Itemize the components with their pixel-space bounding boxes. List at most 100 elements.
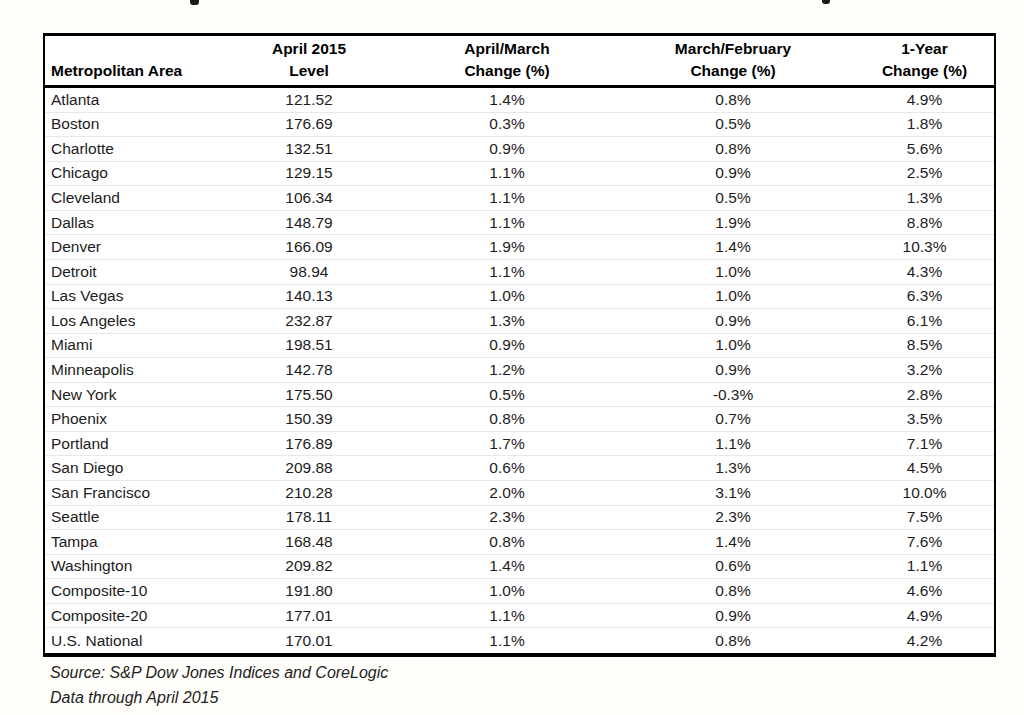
apr-mar-change-cell: 1.1% [403,214,611,232]
apr-mar-change-cell: 0.6% [403,459,611,477]
table-row: Cleveland 106.34 1.1% 0.5% 1.3% [45,186,994,211]
one-year-change-cell: 6.1% [855,312,994,330]
mar-feb-change-cell: 1.0% [611,263,855,281]
source-note: Source: S&P Dow Jones Indices and CoreLo… [50,662,388,684]
table-row: Composite-10 191.80 1.0% 0.8% 4.6% [45,579,994,604]
level-cell: 106.34 [215,189,403,207]
table-row: Composite-20 177.01 1.1% 0.9% 4.9% [45,604,994,629]
one-year-change-cell: 4.9% [855,607,994,625]
mar-feb-change-cell: 0.9% [611,361,855,379]
one-year-change-cell: 3.2% [855,361,994,379]
document-page: Metropolitan Area April 2015 Level April… [0,0,1024,715]
level-cell: 166.09 [215,238,403,256]
metro-area-cell: Minneapolis [45,361,215,379]
one-year-change-cell: 10.3% [855,238,994,256]
one-year-change-cell: 4.9% [855,91,994,109]
header-line1: April/March [403,38,611,60]
table-row: Portland 176.89 1.7% 1.1% 7.1% [45,432,994,457]
header-line2: Level [215,60,403,82]
one-year-change-cell: 2.8% [855,386,994,404]
apr-mar-change-cell: 1.4% [403,91,611,109]
metro-area-cell: Atlanta [45,91,215,109]
mar-feb-change-cell: 0.6% [611,557,855,575]
level-cell: 168.48 [215,533,403,551]
header-line1: 1-Year [855,38,994,60]
level-cell: 121.52 [215,91,403,109]
column-header-level: April 2015 Level [215,36,403,85]
mar-feb-change-cell: 1.4% [611,238,855,256]
column-header-metro-area: Metropolitan Area [45,36,215,85]
metro-area-cell: Cleveland [45,189,215,207]
mar-feb-change-cell: 3.1% [611,484,855,502]
apr-mar-change-cell: 1.2% [403,361,611,379]
metro-area-cell: San Diego [45,459,215,477]
table-row: Seattle 178.11 2.3% 2.3% 7.5% [45,506,994,531]
one-year-change-cell: 1.3% [855,189,994,207]
metro-area-cell: Portland [45,435,215,453]
level-cell: 191.80 [215,582,403,600]
one-year-change-cell: 7.6% [855,533,994,551]
mar-feb-change-cell: 1.1% [611,435,855,453]
data-through-note: Data through April 2015 [50,687,218,709]
level-cell: 176.89 [215,435,403,453]
apr-mar-change-cell: 1.1% [403,263,611,281]
header-line2: Change (%) [611,60,855,82]
mar-feb-change-cell: 2.3% [611,508,855,526]
table-row: Miami 198.51 0.9% 1.0% 8.5% [45,334,994,359]
table-row: Charlotte 132.51 0.9% 0.8% 5.6% [45,137,994,162]
level-cell: 175.50 [215,386,403,404]
column-header-mar-feb-change: March/February Change (%) [611,36,855,85]
one-year-change-cell: 6.3% [855,287,994,305]
mar-feb-change-cell: 1.0% [611,287,855,305]
one-year-change-cell: 1.1% [855,557,994,575]
one-year-change-cell: 8.8% [855,214,994,232]
header-line2: Change (%) [855,60,994,82]
table-row: Los Angeles 232.87 1.3% 0.9% 6.1% [45,309,994,334]
column-header-apr-mar-change: April/March Change (%) [403,36,611,85]
level-cell: 232.87 [215,312,403,330]
header-line2: Metropolitan Area [51,60,215,82]
mar-feb-change-cell: 1.0% [611,336,855,354]
apr-mar-change-cell: 0.8% [403,410,611,428]
metro-area-cell: Tampa [45,533,215,551]
metro-area-cell: Phoenix [45,410,215,428]
mar-feb-change-cell: 1.4% [611,533,855,551]
metro-area-cell: Composite-10 [45,582,215,600]
table-row: Atlanta 121.52 1.4% 0.8% 4.9% [45,88,994,113]
metro-area-cell: New York [45,386,215,404]
one-year-change-cell: 5.6% [855,140,994,158]
apr-mar-change-cell: 1.9% [403,238,611,256]
home-price-index-table: Metropolitan Area April 2015 Level April… [43,33,996,657]
metro-area-cell: Seattle [45,508,215,526]
table-row: Phoenix 150.39 0.8% 0.7% 3.5% [45,407,994,432]
level-cell: 209.82 [215,557,403,575]
table-row: Tampa 168.48 0.8% 1.4% 7.6% [45,530,994,555]
header-line1: March/February [611,38,855,60]
mar-feb-change-cell: 0.9% [611,164,855,182]
cropped-title-remnant [822,0,830,4]
one-year-change-cell: 3.5% [855,410,994,428]
apr-mar-change-cell: 1.1% [403,632,611,650]
mar-feb-change-cell: 0.8% [611,632,855,650]
mar-feb-change-cell: 1.9% [611,214,855,232]
table-row: Las Vegas 140.13 1.0% 1.0% 6.3% [45,285,994,310]
cropped-title-remnant [190,0,199,5]
apr-mar-change-cell: 0.5% [403,386,611,404]
table-row: San Francisco 210.28 2.0% 3.1% 10.0% [45,481,994,506]
metro-area-cell: San Francisco [45,484,215,502]
apr-mar-change-cell: 0.9% [403,336,611,354]
one-year-change-cell: 4.2% [855,632,994,650]
table-row: Minneapolis 142.78 1.2% 0.9% 3.2% [45,358,994,383]
mar-feb-change-cell: 0.5% [611,189,855,207]
mar-feb-change-cell: 0.8% [611,582,855,600]
metro-area-cell: Chicago [45,164,215,182]
mar-feb-change-cell: 1.3% [611,459,855,477]
column-header-one-year-change: 1-Year Change (%) [855,36,994,85]
level-cell: 129.15 [215,164,403,182]
mar-feb-change-cell: 0.8% [611,140,855,158]
table-row: Boston 176.69 0.3% 0.5% 1.8% [45,113,994,138]
table-header: Metropolitan Area April 2015 Level April… [45,36,994,88]
table-row: New York 175.50 0.5% -0.3% 2.8% [45,383,994,408]
metro-area-cell: Las Vegas [45,287,215,305]
apr-mar-change-cell: 1.7% [403,435,611,453]
